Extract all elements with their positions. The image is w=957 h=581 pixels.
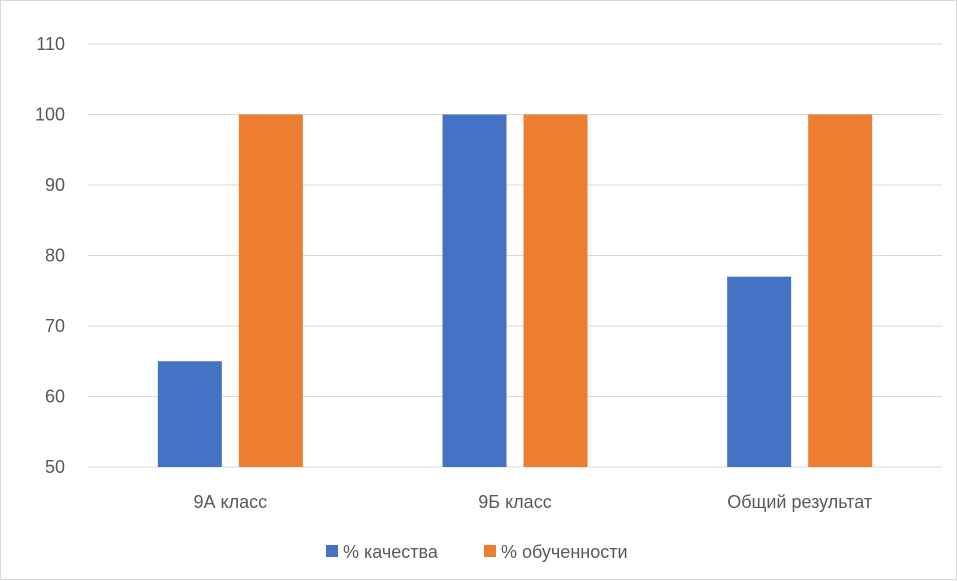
bar-learning-0	[238, 114, 303, 467]
bar-quality-2	[727, 276, 792, 467]
y-axis-tick-labels: 50 60 70 80 90 100 110	[35, 34, 65, 477]
legend-swatch-1	[484, 545, 496, 557]
y-tick-label-90: 90	[45, 175, 65, 195]
y-tick-label-110: 110	[36, 34, 65, 54]
y-tick-label-60: 60	[45, 387, 65, 407]
y-tick-label-70: 70	[45, 316, 65, 336]
gridlines	[88, 43, 942, 468]
legend-swatch-0	[326, 545, 338, 557]
bars	[157, 114, 873, 467]
y-tick-label-80: 80	[45, 246, 65, 266]
y-tick-label-50: 50	[45, 457, 65, 477]
y-tick-label-100: 100	[35, 105, 65, 125]
legend: % качества % обученности	[326, 542, 628, 562]
legend-label-0: % качества	[343, 542, 439, 562]
legend-label-1: % обученности	[501, 542, 628, 562]
bar-learning-2	[808, 114, 873, 467]
x-tick-label-1: 9Б класс	[478, 492, 551, 512]
bar-quality-0	[157, 361, 222, 467]
bar-learning-1	[523, 114, 588, 467]
bar-quality-1	[442, 114, 507, 467]
x-tick-label-0: 9А класс	[194, 492, 268, 512]
x-axis-tick-labels: 9А класс 9Б класс Общий результат	[194, 492, 873, 512]
x-tick-label-2: Общий результат	[727, 492, 872, 512]
